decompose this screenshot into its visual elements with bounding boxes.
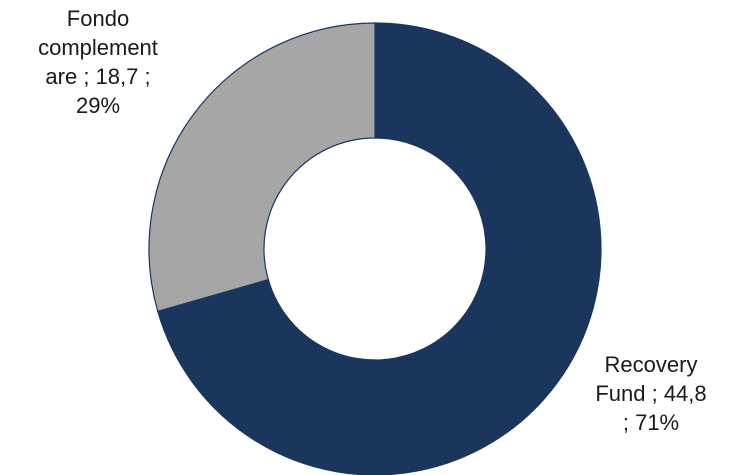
slice-label-line: Recovery [604, 352, 698, 377]
slice-label-line: 29% [75, 93, 121, 118]
slice-label-recovery-fund: Recovery Fund ; 44,8 ; 71% [576, 350, 726, 437]
donut-slice-recovery-fund [157, 22, 602, 475]
donut-slice-fondo-complementare [148, 22, 376, 313]
slice-label-line: ; 71% [622, 410, 680, 435]
slice-label-line: Fund ; 44,8 [595, 381, 707, 406]
slice-label-line: complement [38, 35, 158, 60]
slice-label-line: Fondo [66, 6, 130, 31]
slice-label-fondo-complementare: Fondo complement are ; 18,7 ; 29% [0, 4, 196, 120]
slice-label-line: are ; 18,7 ; [45, 64, 151, 89]
